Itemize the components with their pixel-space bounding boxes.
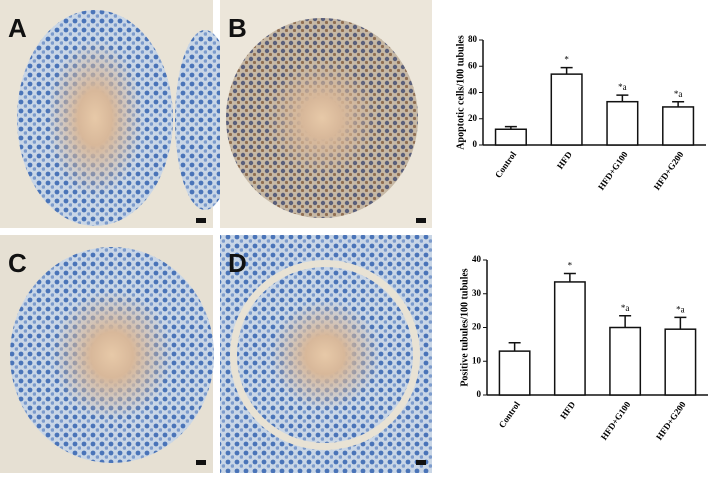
bar bbox=[606, 100, 639, 146]
annotation: *a bbox=[674, 89, 683, 99]
panel-label: C bbox=[8, 248, 27, 278]
panel-label: A bbox=[8, 13, 27, 43]
error-bar bbox=[672, 100, 685, 107]
bar bbox=[553, 281, 586, 396]
annotation: *a bbox=[621, 303, 630, 313]
x-tick-label: Control bbox=[497, 399, 523, 430]
x-tick-label: HFD+G200 bbox=[652, 149, 686, 192]
panel-label: D bbox=[228, 248, 247, 278]
y-tick-label: 30 bbox=[472, 288, 482, 298]
micrograph-a bbox=[0, 0, 235, 228]
error-bar bbox=[616, 94, 629, 102]
y-tick-label: 60 bbox=[468, 60, 478, 70]
bar bbox=[609, 326, 642, 396]
y-tick-label: 0 bbox=[477, 389, 482, 399]
y-axis-label: Apoptotic cells/100 tubules bbox=[455, 35, 466, 150]
y-tick-label: 40 bbox=[468, 87, 478, 97]
bar bbox=[498, 350, 531, 396]
x-tick-label: HFD bbox=[558, 399, 577, 421]
annotation: * bbox=[564, 55, 569, 65]
y-axis-label: Positive tubules/100 tubules bbox=[459, 268, 470, 386]
y-tick-label: 20 bbox=[472, 322, 482, 332]
annotation: *a bbox=[618, 82, 627, 92]
micrograph-c bbox=[0, 235, 214, 473]
y-tick-label: 40 bbox=[472, 254, 482, 264]
error-bar bbox=[674, 316, 687, 330]
error-bar bbox=[563, 272, 576, 282]
bar bbox=[664, 328, 697, 396]
error-bar bbox=[619, 314, 632, 328]
panel-label: B bbox=[228, 13, 247, 43]
x-tick-label: HFD bbox=[555, 149, 574, 171]
y-tick-label: 0 bbox=[473, 139, 478, 149]
error-bar bbox=[504, 125, 517, 130]
bar bbox=[662, 106, 695, 146]
bar bbox=[494, 128, 527, 146]
micrograph-b bbox=[220, 0, 432, 228]
y-tick-label: 10 bbox=[472, 355, 482, 365]
error-bar bbox=[560, 66, 573, 75]
y-tick-label: 20 bbox=[468, 113, 478, 123]
y-tick-label: 80 bbox=[468, 34, 478, 44]
annotation: *a bbox=[676, 304, 685, 314]
x-tick-label: HFD+G200 bbox=[654, 399, 688, 442]
x-tick-label: HFD+G100 bbox=[596, 149, 630, 192]
annotation: * bbox=[568, 261, 573, 271]
x-tick-label: HFD+G100 bbox=[599, 399, 633, 442]
micrograph-d bbox=[220, 235, 432, 473]
error-bar bbox=[508, 341, 521, 352]
x-tick-label: Control bbox=[493, 149, 519, 180]
bar bbox=[550, 73, 583, 146]
